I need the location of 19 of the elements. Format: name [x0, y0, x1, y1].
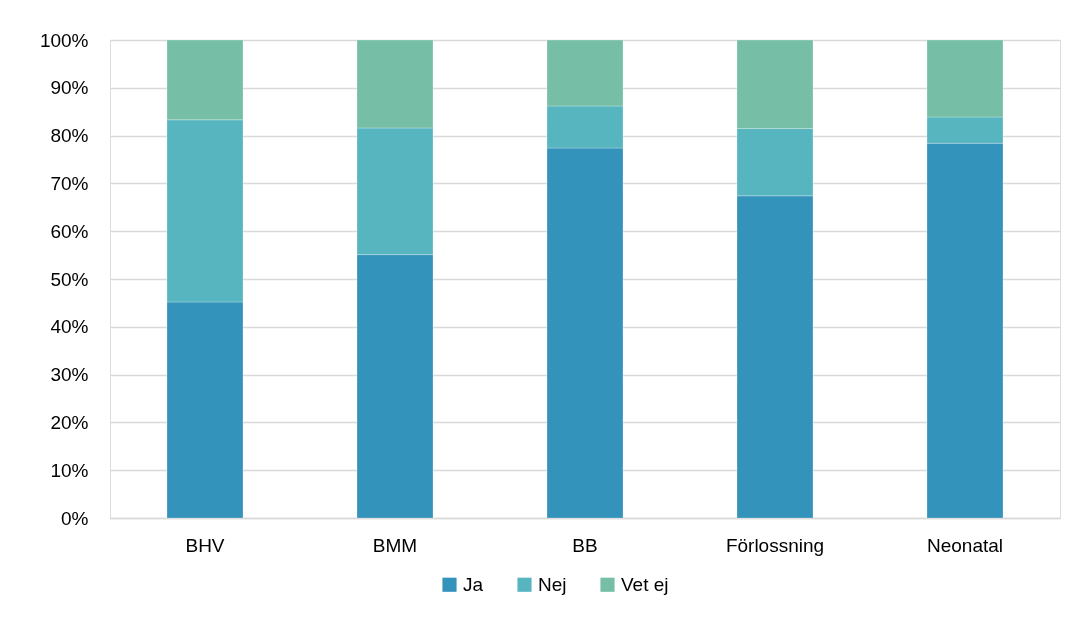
x-tick-label: Neonatal [926, 534, 1004, 556]
x-tick-label: BMM [372, 534, 418, 556]
legend-label: Vet ej [621, 573, 669, 595]
x-tick-label: BB [572, 534, 598, 556]
y-tick-label: 30% [50, 364, 89, 386]
legend-label: Ja [463, 573, 484, 595]
y-tick-label: 20% [50, 411, 89, 433]
y-tick-label: 40% [50, 316, 89, 338]
y-tick-label: 80% [50, 125, 89, 147]
y-tick-label: 0% [61, 507, 89, 529]
x-tick-label: BHV [185, 534, 225, 556]
y-tick-label: 50% [50, 268, 89, 290]
y-tick-label: 60% [50, 220, 89, 242]
y-tick-label: 10% [50, 459, 89, 481]
legend-label: Nej [538, 573, 567, 595]
y-tick-label: 90% [50, 77, 89, 99]
x-tick-label: Förlossning [725, 534, 825, 556]
y-tick-label: 70% [50, 172, 89, 194]
y-tick-label: 100% [39, 29, 89, 51]
